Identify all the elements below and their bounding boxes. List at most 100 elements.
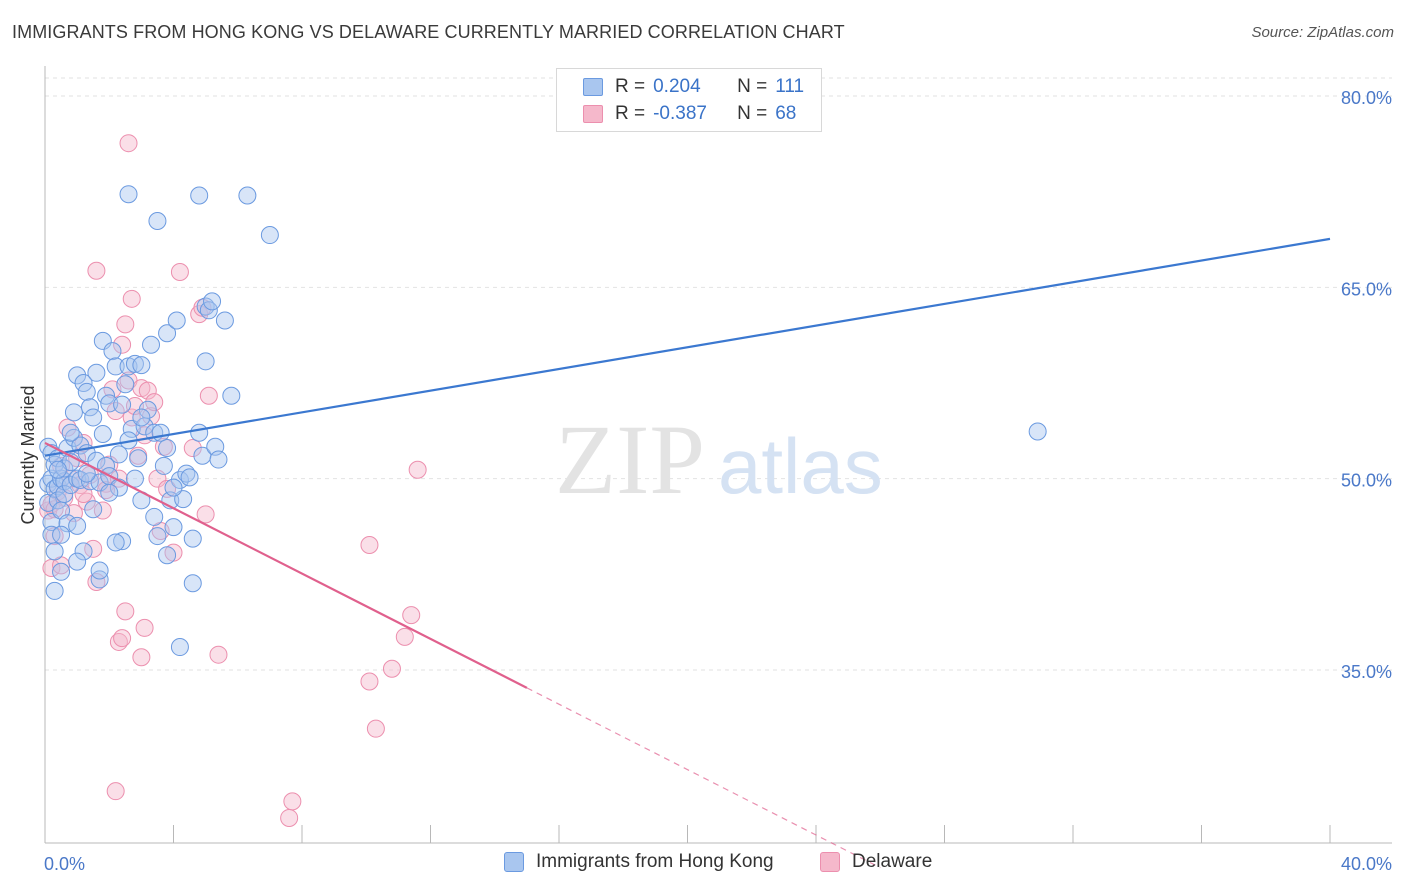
legend-row-delaware: R = -0.387 N = 68 — [557, 100, 796, 128]
delaware-point — [106, 782, 125, 801]
hong-kong-point — [45, 542, 64, 561]
x-tick-label: 0.0% — [44, 854, 85, 874]
delaware-point — [209, 645, 228, 664]
hong-kong-point — [116, 375, 135, 394]
legend-marker-delaware — [820, 852, 840, 872]
hong-kong-point — [103, 342, 122, 361]
hong-kong-point — [61, 423, 80, 442]
hong-kong-point — [132, 408, 151, 427]
hong-kong-point — [113, 532, 132, 551]
delaware-point — [106, 402, 125, 421]
legend-r-value-hong-kong: 0.204 — [653, 76, 701, 97]
delaware-point — [138, 381, 157, 400]
delaware-point — [158, 479, 177, 498]
legend-n-label: N = — [737, 103, 768, 124]
hong-kong-point — [129, 449, 148, 468]
y-tick-label: 50.0% — [1341, 471, 1392, 491]
hong-kong-point — [209, 450, 228, 469]
hong-kong-point — [84, 500, 103, 519]
delaware-point — [395, 627, 414, 646]
hong-kong-point — [42, 513, 61, 532]
delaware-point — [93, 501, 112, 520]
hong-kong-point — [68, 516, 87, 535]
hong-kong-point — [132, 356, 151, 375]
hong-kong-point — [180, 468, 199, 487]
legend-n-label: N = — [737, 76, 768, 97]
legend-item-hong-kong[interactable]: Immigrants from Hong Kong — [504, 851, 774, 873]
delaware-point — [402, 606, 421, 625]
delaware-point — [145, 393, 164, 412]
chart-title: IMMIGRANTS FROM HONG KONG VS DELAWARE CU… — [12, 22, 845, 42]
hong-kong-point — [158, 546, 177, 565]
legend-n-value-hong-kong: 111 — [775, 76, 805, 97]
hong-kong-point — [64, 428, 83, 447]
hong-kong-point — [196, 352, 215, 371]
hong-kong-point — [68, 366, 87, 385]
hong-kong-point — [142, 335, 161, 354]
hong-kong-point — [61, 476, 80, 495]
hong-kong-point — [145, 507, 164, 526]
legend-item-delaware[interactable]: Delaware — [820, 851, 932, 873]
hong-kong-point — [174, 490, 193, 509]
hong-kong-point — [45, 581, 64, 600]
delaware-points — [39, 134, 427, 827]
hong-kong-trend-line — [44, 237, 1331, 457]
hong-kong-point — [158, 324, 177, 343]
hong-kong-point — [125, 469, 144, 488]
hong-kong-point — [48, 491, 67, 510]
hong-kong-point — [77, 382, 96, 401]
hong-kong-point — [55, 484, 74, 503]
hong-kong-point — [183, 529, 202, 548]
hong-kong-point — [164, 518, 183, 537]
series-legend: Immigrants from Hong Kong Delaware — [0, 851, 1406, 877]
hong-kong-point — [55, 459, 74, 478]
hong-kong-point — [84, 408, 103, 427]
hong-kong-point — [158, 439, 177, 458]
delaware-point — [119, 134, 138, 153]
hong-kong-point — [119, 185, 138, 204]
delaware-point — [408, 460, 427, 479]
y-axis-label: Currently Married — [18, 385, 38, 524]
delaware-point — [196, 505, 215, 524]
hong-kong-point — [1028, 422, 1047, 441]
delaware-point — [74, 433, 93, 452]
hong-kong-point — [93, 425, 112, 444]
trend-lines — [44, 237, 1331, 869]
hong-kong-point — [167, 311, 186, 330]
watermark-atlas: atlas — [718, 422, 883, 510]
delaware-point — [280, 808, 299, 827]
delaware-point — [283, 792, 302, 811]
hong-kong-points — [39, 185, 1047, 657]
hong-kong-point — [138, 400, 157, 419]
hong-kong-point — [106, 533, 125, 552]
hong-kong-point — [87, 363, 106, 382]
legend-n-value-delaware: 68 — [775, 103, 797, 124]
hong-kong-point — [74, 542, 93, 561]
tick-labels: 35.0% 50.0% 65.0% 80.0% 0.0% 40.0% — [44, 88, 1392, 874]
legend-r-value-delaware: -0.387 — [653, 103, 707, 124]
delaware-point — [360, 535, 379, 554]
hong-kong-point — [154, 456, 173, 475]
delaware-point — [116, 602, 135, 621]
legend-swatch-hong-kong — [583, 78, 603, 96]
delaware-point — [87, 572, 106, 591]
hong-kong-point — [215, 311, 234, 330]
y-tick-label: 80.0% — [1341, 88, 1392, 108]
delaware-point — [199, 386, 218, 405]
source-label: Source: ZipAtlas.com — [1251, 24, 1394, 41]
delaware-point — [170, 263, 189, 282]
hong-kong-point — [260, 226, 279, 245]
hong-kong-point — [100, 483, 119, 502]
hong-kong-point — [125, 354, 144, 373]
legend-marker-hong-kong — [504, 852, 524, 872]
correlation-legend: R = 0.204 N = 111 R = -0.387 N = 68 — [556, 68, 822, 132]
hong-kong-point — [164, 478, 183, 497]
hong-kong-point — [106, 357, 125, 376]
hong-kong-point — [48, 460, 67, 479]
hong-kong-point — [170, 638, 189, 657]
y-tick-label: 35.0% — [1341, 662, 1392, 682]
delaware-point — [382, 659, 401, 678]
delaware-trend-line — [44, 441, 528, 689]
hong-kong-point — [203, 292, 222, 311]
